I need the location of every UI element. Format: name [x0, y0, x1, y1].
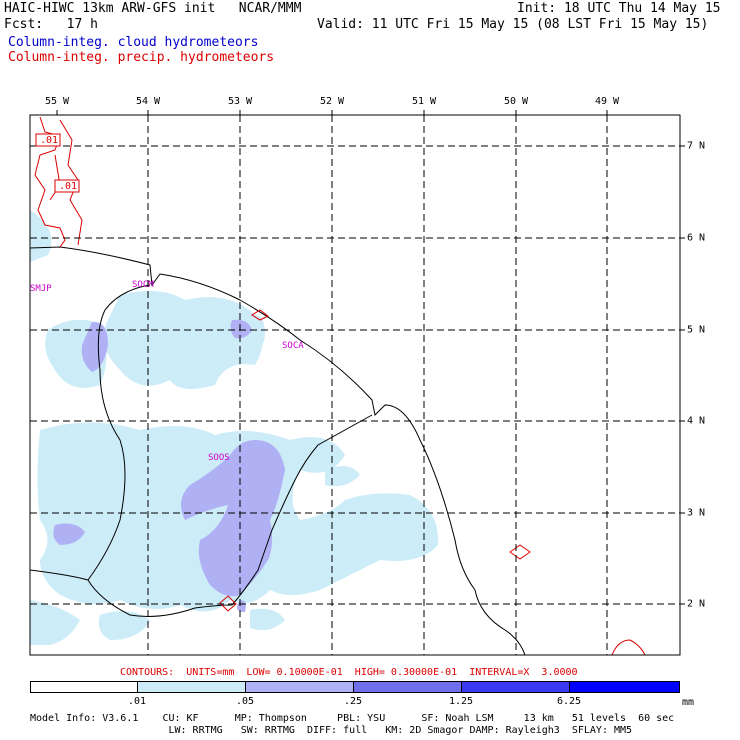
contour-label: .01 — [40, 135, 59, 146]
lon-label: 54 W — [135, 96, 161, 107]
station-label: SOCM — [132, 280, 154, 290]
lon-label: 55 W — [44, 96, 70, 107]
colorbar-bin — [245, 681, 354, 693]
colorbar-bin — [137, 681, 246, 693]
axis-ticks — [56, 110, 685, 605]
lat-label: 2 N — [687, 598, 706, 610]
lon-label: 53 W — [227, 96, 253, 107]
valid-time: Valid: 11 UTC Fri 15 May 15 (08 LST Fri … — [317, 17, 709, 32]
model-info-line2: LW: RRTMG SW: RRTMG DIFF: full KM: 2D Sm… — [30, 725, 633, 736]
colorbar-label: .25 — [343, 696, 363, 707]
lat-label: 5 N — [687, 324, 706, 336]
model-info-line1: Model Info: V3.6.1 CU: KF MP: Thompson P… — [30, 713, 675, 724]
colorbar-unit: mm — [682, 697, 695, 708]
lat-label: 6 N — [687, 232, 706, 244]
colorbar-label: .01 — [127, 696, 147, 707]
lat-label: 3 N — [687, 507, 706, 519]
cloud-shading-medium — [53, 319, 285, 612]
colorbar-label: 1.25 — [448, 696, 474, 707]
colorbar-bin — [353, 681, 462, 693]
colorbar-label: 6.25 — [556, 696, 582, 707]
map-frame — [29, 114, 681, 656]
init-time: Init: 18 UTC Thu 14 May 15 — [517, 1, 721, 16]
contours-info: CONTOURS: UNITS=mm LOW= 0.10000E-01 HIGH… — [120, 667, 578, 678]
station-label: SOOS — [208, 453, 230, 463]
lon-label: 52 W — [319, 96, 345, 107]
lon-label: 49 W — [594, 96, 620, 107]
coastline — [30, 246, 526, 655]
colorbar-bin — [30, 681, 138, 693]
lon-label: 50 W — [503, 96, 529, 107]
legend-precip-hydrometeors: Column-integ. precip. hydrometeors — [8, 50, 275, 65]
colorbar-bin — [569, 681, 680, 693]
contour-label-boxes — [35, 133, 80, 193]
forecast-hour: Fcst: 17 h — [4, 17, 98, 32]
lat-lon-grid — [30, 115, 680, 655]
legend-cloud-hydrometeors: Column-integ. cloud hydrometeors — [8, 35, 259, 50]
station-label: SOCA — [282, 341, 304, 351]
plot-title: HAIC-HIWC 13km ARW-GFS init NCAR/MMM — [4, 1, 302, 16]
colorbar-bin — [461, 681, 570, 693]
station-label: SMJP — [30, 284, 52, 294]
lon-label: 51 W — [411, 96, 437, 107]
colorbar-label: .05 — [235, 696, 255, 707]
lat-label: 4 N — [687, 415, 706, 427]
contour-label: .01 — [59, 181, 78, 192]
lat-label: 7 N — [687, 140, 706, 152]
